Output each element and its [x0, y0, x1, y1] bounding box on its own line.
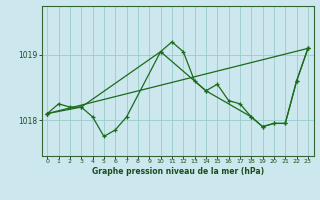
X-axis label: Graphe pression niveau de la mer (hPa): Graphe pression niveau de la mer (hPa) [92, 167, 264, 176]
